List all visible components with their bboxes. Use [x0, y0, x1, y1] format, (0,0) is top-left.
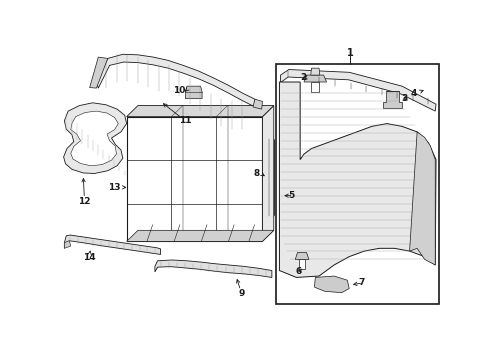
Text: 8: 8: [253, 169, 259, 178]
Polygon shape: [299, 260, 305, 269]
Polygon shape: [97, 54, 255, 107]
Polygon shape: [281, 69, 436, 111]
Polygon shape: [126, 230, 274, 242]
Polygon shape: [186, 86, 202, 99]
Text: 7: 7: [358, 279, 365, 288]
Text: 10: 10: [172, 86, 185, 95]
Text: 4: 4: [411, 89, 417, 98]
Polygon shape: [90, 57, 108, 88]
Polygon shape: [155, 260, 272, 278]
Polygon shape: [279, 82, 436, 278]
Text: 14: 14: [83, 253, 96, 262]
Polygon shape: [312, 82, 319, 92]
Polygon shape: [253, 99, 263, 109]
Polygon shape: [295, 252, 309, 260]
Text: 3: 3: [402, 94, 408, 103]
Text: 2: 2: [301, 73, 307, 82]
Polygon shape: [410, 132, 435, 265]
Text: 12: 12: [77, 197, 90, 206]
Text: 11: 11: [179, 116, 192, 125]
Text: 1: 1: [346, 48, 353, 58]
Text: 6: 6: [295, 267, 302, 276]
Text: 13: 13: [108, 183, 121, 192]
Text: 9: 9: [239, 289, 245, 298]
Polygon shape: [126, 105, 274, 117]
Polygon shape: [64, 103, 126, 174]
Polygon shape: [64, 240, 71, 248]
Polygon shape: [383, 91, 402, 108]
Polygon shape: [264, 138, 274, 218]
Polygon shape: [304, 75, 326, 82]
Polygon shape: [71, 111, 118, 166]
Polygon shape: [311, 68, 320, 75]
Polygon shape: [315, 276, 349, 293]
Text: 5: 5: [288, 191, 294, 200]
Polygon shape: [263, 105, 274, 242]
Polygon shape: [64, 235, 161, 255]
Bar: [276, 64, 439, 304]
Bar: [126, 117, 263, 242]
